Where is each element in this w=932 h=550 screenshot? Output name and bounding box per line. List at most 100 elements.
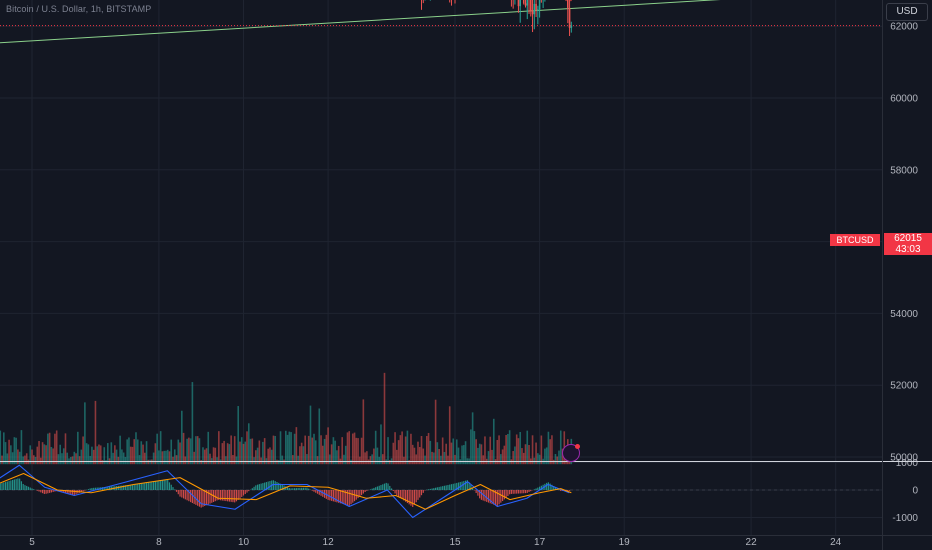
volume-bar [526, 430, 529, 465]
volume-bar [341, 437, 343, 465]
volume-bar [246, 431, 248, 465]
volume-bar [357, 438, 359, 465]
volume-bar [129, 446, 132, 465]
volume-bar [115, 449, 118, 465]
volume-bar [29, 445, 32, 465]
volume-bar [332, 437, 335, 465]
volume-bar [40, 457, 42, 465]
volume-bar [394, 432, 396, 465]
volume-bar [448, 406, 451, 465]
volume-bar [359, 456, 361, 465]
volume-bar [556, 456, 559, 465]
volume-bar [392, 442, 395, 465]
candle-body [531, 10, 534, 15]
volume-bar [156, 433, 158, 465]
volume-bar [181, 410, 183, 465]
volume-bar [228, 444, 231, 465]
volume-bar [45, 445, 47, 465]
volume-bar [64, 433, 67, 465]
candle-body [524, 3, 527, 6]
volume-bar [89, 455, 91, 465]
volume-bar [362, 399, 365, 465]
volume-bar [78, 456, 81, 465]
volume-bar [184, 456, 187, 465]
candle-body [533, 3, 536, 15]
volume-bar [334, 440, 336, 465]
volume-bar [311, 437, 314, 465]
x-tick-label: 12 [323, 537, 335, 548]
volume-bar [225, 456, 227, 465]
candle-body [535, 3, 537, 11]
volume-bar [477, 447, 479, 465]
volume-bar [112, 452, 114, 465]
volume-bar [251, 438, 254, 465]
volume-bar [360, 437, 363, 465]
macd-tick-label: 0 [912, 486, 918, 497]
volume-bar [6, 453, 9, 465]
currency-button[interactable]: USD [886, 3, 928, 21]
volume-bar [336, 450, 338, 465]
volume-bar [300, 442, 303, 465]
volume-bar [274, 435, 277, 465]
volume-bar [434, 399, 437, 465]
volume-bar [480, 444, 483, 465]
volume-bar [406, 430, 409, 465]
trendline[interactable] [0, 0, 874, 44]
volume-bar [258, 440, 261, 465]
volume-bar [142, 444, 144, 465]
volume-bar [25, 453, 28, 465]
volume-bar [18, 451, 21, 465]
volume-bar [61, 453, 63, 465]
volume-bar [417, 441, 419, 465]
volume-bar [415, 454, 418, 465]
volume-bar [218, 431, 220, 465]
volume-bar [411, 444, 414, 465]
volume-bar [292, 455, 294, 465]
volume-bar [34, 456, 37, 465]
volume-bar [237, 406, 240, 465]
volume-bar [508, 430, 511, 465]
volume-bar [272, 435, 275, 465]
x-tick-label: 5 [29, 537, 35, 548]
x-tick-label: 15 [449, 537, 461, 548]
volume-bar [177, 439, 180, 465]
volume-bar [168, 451, 171, 465]
alert-bolt-icon[interactable] [562, 444, 580, 462]
trendlines[interactable] [0, 0, 882, 44]
volume-bar [500, 454, 502, 465]
volume-bar [121, 449, 123, 465]
volume-bar [124, 456, 127, 465]
volume-bar [431, 451, 433, 465]
volume-bar [52, 448, 54, 465]
volume-bar [327, 427, 329, 465]
volume-bar [203, 449, 206, 465]
volume-bar [198, 438, 201, 465]
macd-line [0, 464, 570, 519]
candle-body [537, 9, 539, 11]
x-tick-label: 24 [830, 537, 842, 548]
volume-bar [378, 456, 381, 465]
volume-bar [221, 443, 224, 465]
volume-bar [445, 443, 447, 465]
volume-bar [226, 443, 229, 465]
volume-bar [131, 446, 134, 465]
volume-bar [55, 430, 58, 465]
volume-bar [507, 433, 509, 465]
volume-bar [470, 429, 472, 465]
volume-bar [154, 443, 157, 465]
volume-bar [15, 437, 17, 465]
bar-countdown: 43:03 [895, 244, 921, 255]
volume-bar [288, 431, 291, 465]
candle-body [570, 25, 573, 28]
volume-bar [281, 455, 284, 465]
volume-bar [152, 452, 155, 465]
volume-bar [200, 460, 202, 465]
x-tick-label: 10 [238, 537, 250, 548]
volume-bar [92, 449, 95, 465]
volume-bar [214, 447, 217, 465]
volume-bar [426, 435, 428, 465]
volume-bar [424, 455, 426, 465]
volume-bar [135, 432, 137, 465]
volume-bar [91, 446, 93, 465]
